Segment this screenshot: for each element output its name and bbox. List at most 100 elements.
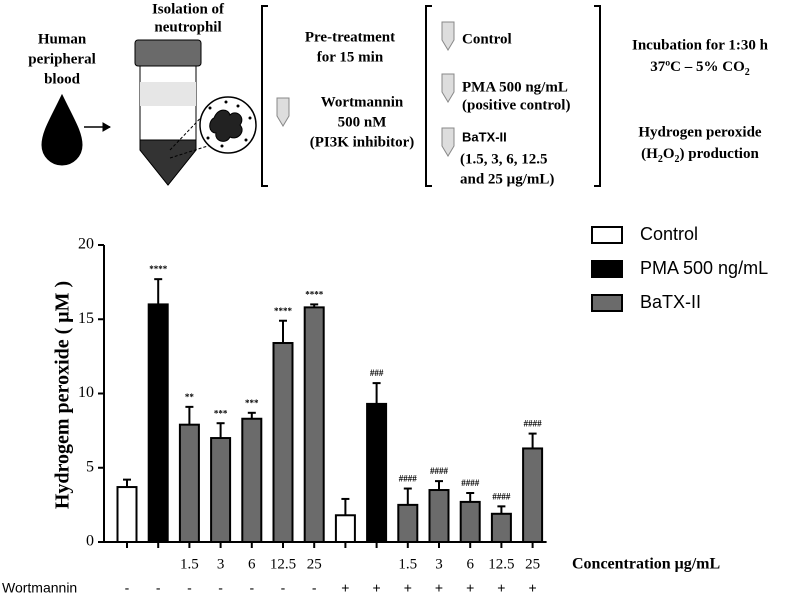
row-value: + — [497, 580, 505, 596]
bar — [147, 303, 169, 543]
annotation: #### — [461, 478, 480, 488]
row-value: + — [529, 580, 537, 596]
annotation: #### — [524, 419, 543, 429]
y-tick-label: 0 — [86, 533, 94, 550]
bar — [397, 503, 419, 543]
row-label: Wortmannin — [2, 580, 77, 596]
tube-cap — [134, 39, 202, 67]
tube-pellet — [139, 139, 197, 186]
bar — [490, 512, 512, 543]
label: Wortmannin — [321, 94, 404, 110]
y-tick-label: 10 — [78, 384, 94, 401]
y-axis-label: Hydrogem peroxide ( μM ) — [52, 281, 74, 509]
label: peripheral — [28, 51, 96, 67]
row-value: - — [249, 580, 254, 596]
annotation: **** — [305, 289, 324, 299]
row-value: - — [125, 580, 130, 596]
annotation: *** — [214, 408, 228, 418]
row-value: + — [341, 580, 349, 596]
granules — [206, 100, 252, 148]
bar — [303, 306, 325, 543]
label: Incubation for 1:30 h — [632, 37, 769, 53]
row-value: + — [435, 580, 443, 596]
legend-swatch — [591, 260, 623, 278]
label: (positive control) — [462, 97, 570, 113]
x-tick-label: 12.5 — [270, 556, 296, 572]
bar — [334, 514, 356, 544]
annotation: **** — [274, 306, 293, 316]
zoom-line — [169, 143, 215, 159]
bar — [366, 402, 388, 543]
x-tick-label: 3 — [435, 556, 443, 572]
legend-swatch — [591, 294, 623, 312]
label: (H2O2) production — [641, 146, 759, 165]
schematic-text: Human peripheral blood Isolation of neut… — [28, 1, 768, 187]
legend-label: Control — [640, 224, 698, 244]
chart: 0 5 10 15 20 Hydrogem peroxide ( μM ) - - **** 1.… — [2, 224, 768, 596]
label: for 15 min — [317, 49, 384, 65]
tube-band — [140, 82, 196, 106]
label: Isolation of — [152, 1, 225, 17]
y-tick-label: 15 — [78, 310, 94, 327]
annotation: *** — [245, 398, 259, 408]
label: 37ºC – 5% CO2 — [650, 59, 750, 78]
schematic — [41, 5, 601, 187]
legend-label: BaTX-II — [640, 292, 701, 312]
label: PMA 500 ng/mL — [462, 79, 568, 95]
legend-label: PMA 500 ng/mL — [640, 258, 768, 278]
label: (1.5, 3, 6, 12.5 — [460, 151, 548, 167]
row-value: - — [187, 580, 192, 596]
annotation: #### — [399, 474, 418, 484]
row-value: + — [373, 580, 381, 596]
small-tubes — [276, 21, 455, 157]
bracket — [594, 5, 601, 187]
annotation: **** — [149, 264, 168, 274]
label: neutrophil — [154, 19, 221, 35]
bar — [116, 486, 138, 543]
bar — [210, 437, 232, 543]
row-value: - — [156, 580, 161, 596]
x-tick-label: 1.5 — [398, 556, 417, 572]
row-value: + — [404, 580, 412, 596]
x-axis-label: Concentration μg/mL — [572, 556, 720, 573]
x-tick-label: 12.5 — [488, 556, 514, 572]
x-tick-label: 25 — [525, 556, 540, 572]
bar — [241, 417, 263, 543]
label: Hydrogen peroxide — [638, 124, 762, 140]
bracket — [425, 5, 432, 187]
bar — [459, 500, 481, 543]
annotation: ### — [370, 368, 384, 378]
row-value: - — [218, 580, 223, 596]
bar — [428, 489, 450, 543]
label: and 25 μg/mL) — [460, 171, 554, 187]
bar — [272, 342, 294, 544]
neutrophil — [209, 109, 243, 142]
label: Human — [38, 31, 87, 47]
label: BaTX-II — [462, 129, 507, 144]
legend-swatch — [591, 226, 623, 244]
label: (PI3K inhibitor) — [310, 134, 415, 150]
annotation: #### — [430, 466, 449, 476]
y-tick-label: 20 — [78, 236, 94, 253]
row-value: - — [281, 580, 286, 596]
x-tick-label: 1.5 — [180, 556, 199, 572]
label: 500 nM — [338, 114, 387, 130]
row-value: - — [312, 580, 317, 596]
x-tick-label: 6 — [466, 556, 474, 572]
blood-drop — [41, 93, 83, 166]
annotation: #### — [492, 491, 511, 501]
bar — [522, 447, 544, 544]
annotation: ** — [185, 392, 195, 402]
label: O — [663, 146, 675, 162]
subscript: 2 — [675, 154, 680, 165]
label: ) production — [680, 146, 760, 162]
x-tick-label: 3 — [217, 556, 225, 572]
row-value: + — [466, 580, 474, 596]
bracket — [261, 5, 268, 187]
label: Pre-treatment — [305, 29, 395, 45]
label: 37ºC – 5% CO — [650, 59, 745, 75]
label: Control — [462, 31, 512, 47]
y-tick-label: 5 — [86, 458, 94, 475]
subscript: 2 — [658, 154, 663, 165]
